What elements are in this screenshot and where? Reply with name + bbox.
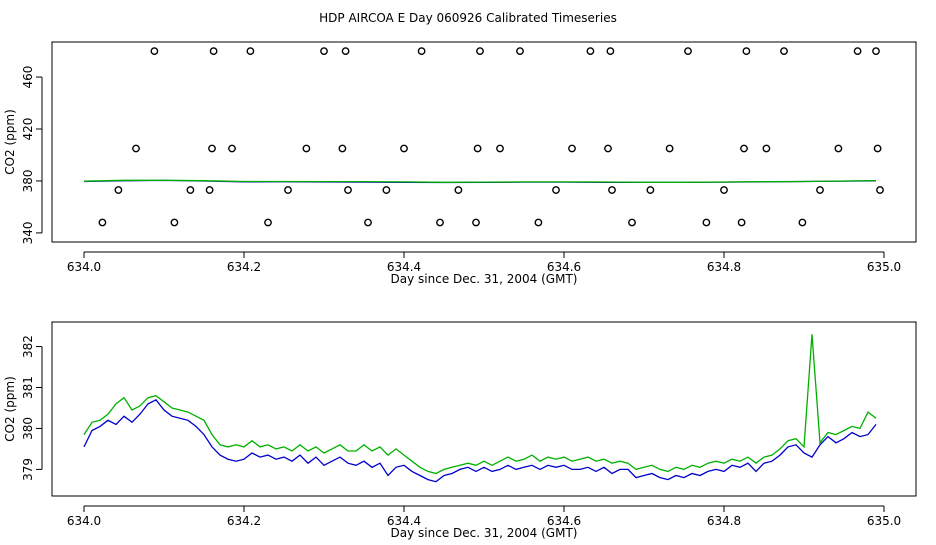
calibration-point bbox=[473, 144, 482, 153]
calibration-point bbox=[341, 47, 350, 55]
y-axis-label: CO2 (ppm) bbox=[3, 109, 17, 175]
calibration-point bbox=[417, 47, 426, 55]
x-tick-label: 634.4 bbox=[387, 514, 421, 528]
calibration-point bbox=[737, 218, 746, 227]
calibration-point bbox=[205, 186, 214, 194]
calibration-point bbox=[382, 186, 391, 194]
calibration-point bbox=[873, 144, 882, 153]
calibration-point bbox=[702, 218, 711, 227]
x-tick-label: 634.6 bbox=[547, 514, 581, 528]
calibration-point bbox=[246, 47, 255, 55]
x-tick-label: 635.0 bbox=[867, 514, 901, 528]
calibration-point bbox=[436, 218, 444, 227]
x-tick-label: 634.2 bbox=[227, 514, 261, 528]
y-tick-label: 381 bbox=[21, 376, 35, 399]
calibration-point bbox=[853, 47, 862, 55]
lower-panel: 634.0 634.2 634.4 634.6 634.8 635.0 Day since … bbox=[3, 321, 917, 540]
calibration-point bbox=[186, 186, 195, 194]
series-green-line bbox=[83, 179, 877, 183]
calibration-point bbox=[872, 47, 880, 55]
x-tick-label: 634.0 bbox=[67, 260, 101, 274]
calibration-point bbox=[684, 47, 692, 55]
calibration-point bbox=[608, 186, 616, 194]
calibration-point bbox=[264, 218, 272, 227]
x-tick-label: 634.2 bbox=[227, 260, 261, 274]
calibration-point bbox=[132, 144, 140, 153]
series-green-line bbox=[83, 334, 877, 475]
calibration-point bbox=[150, 47, 159, 55]
calibration-point bbox=[665, 144, 674, 153]
calibration-point bbox=[454, 186, 463, 194]
calibration-point bbox=[114, 186, 123, 194]
calibration-point bbox=[816, 186, 824, 194]
calibration-point bbox=[534, 218, 543, 227]
calibration-point bbox=[798, 218, 807, 227]
y-tick-label: 420 bbox=[21, 118, 35, 141]
calibration-point bbox=[552, 186, 560, 194]
calibration-point bbox=[320, 47, 328, 55]
x-tick-label: 634.0 bbox=[67, 514, 101, 528]
x-axis-label: Day since Dec. 31, 2004 (GMT) bbox=[391, 272, 578, 286]
x-tick-label: 634.8 bbox=[707, 514, 741, 528]
calibration-point bbox=[646, 186, 655, 194]
calibration-point bbox=[568, 144, 576, 153]
calibration-point bbox=[400, 144, 408, 153]
calibration-point bbox=[742, 47, 751, 55]
x-tick-label: 634.4 bbox=[387, 260, 421, 274]
calibration-point bbox=[302, 144, 311, 153]
calibration-point bbox=[284, 186, 292, 194]
y-tick-label: 460 bbox=[21, 66, 35, 89]
x-axis-label: Day since Dec. 31, 2004 (GMT) bbox=[391, 526, 578, 540]
plot-frame bbox=[51, 321, 917, 497]
figure-title: HDP AIRCOA E Day 060926 Calibrated Times… bbox=[319, 11, 617, 25]
series-blue-line bbox=[83, 398, 877, 483]
calibration-point bbox=[740, 144, 748, 153]
calibration-point bbox=[208, 144, 216, 153]
calibration-point bbox=[209, 47, 218, 55]
calibration-point bbox=[876, 186, 884, 194]
plot-frame bbox=[51, 41, 917, 243]
calibration-point bbox=[606, 47, 615, 55]
calibration-point bbox=[170, 218, 179, 227]
calibration-point bbox=[720, 186, 728, 194]
calibration-point bbox=[780, 47, 788, 55]
calibration-point bbox=[476, 47, 484, 55]
y-tick-label: 380 bbox=[21, 170, 35, 193]
calibration-point bbox=[496, 144, 504, 153]
calibration-point bbox=[338, 144, 347, 153]
calibration-point bbox=[628, 218, 636, 227]
y-tick-label: 382 bbox=[21, 335, 35, 358]
calibration-point bbox=[472, 218, 480, 227]
x-tick-label: 634.6 bbox=[547, 260, 581, 274]
x-tick-label: 635.0 bbox=[867, 260, 901, 274]
y-tick-label: 379 bbox=[21, 458, 35, 481]
calibration-point bbox=[364, 218, 372, 227]
calibration-point bbox=[586, 47, 595, 55]
calibration-point bbox=[228, 144, 236, 153]
x-tick-label: 634.8 bbox=[707, 260, 741, 274]
calibration-point bbox=[762, 144, 771, 153]
y-tick-label: 340 bbox=[21, 221, 35, 244]
calibration-point bbox=[344, 186, 352, 194]
upper-panel: 634.0 634.2 634.4 634.6 634.8 635.0 Day since … bbox=[3, 41, 917, 286]
y-axis-label: CO2 (ppm) bbox=[3, 376, 17, 442]
calibration-point bbox=[834, 144, 843, 153]
calibration-point bbox=[516, 47, 524, 55]
y-tick-label: 380 bbox=[21, 417, 35, 440]
calibration-point bbox=[604, 144, 612, 153]
calibration-point bbox=[98, 218, 107, 227]
